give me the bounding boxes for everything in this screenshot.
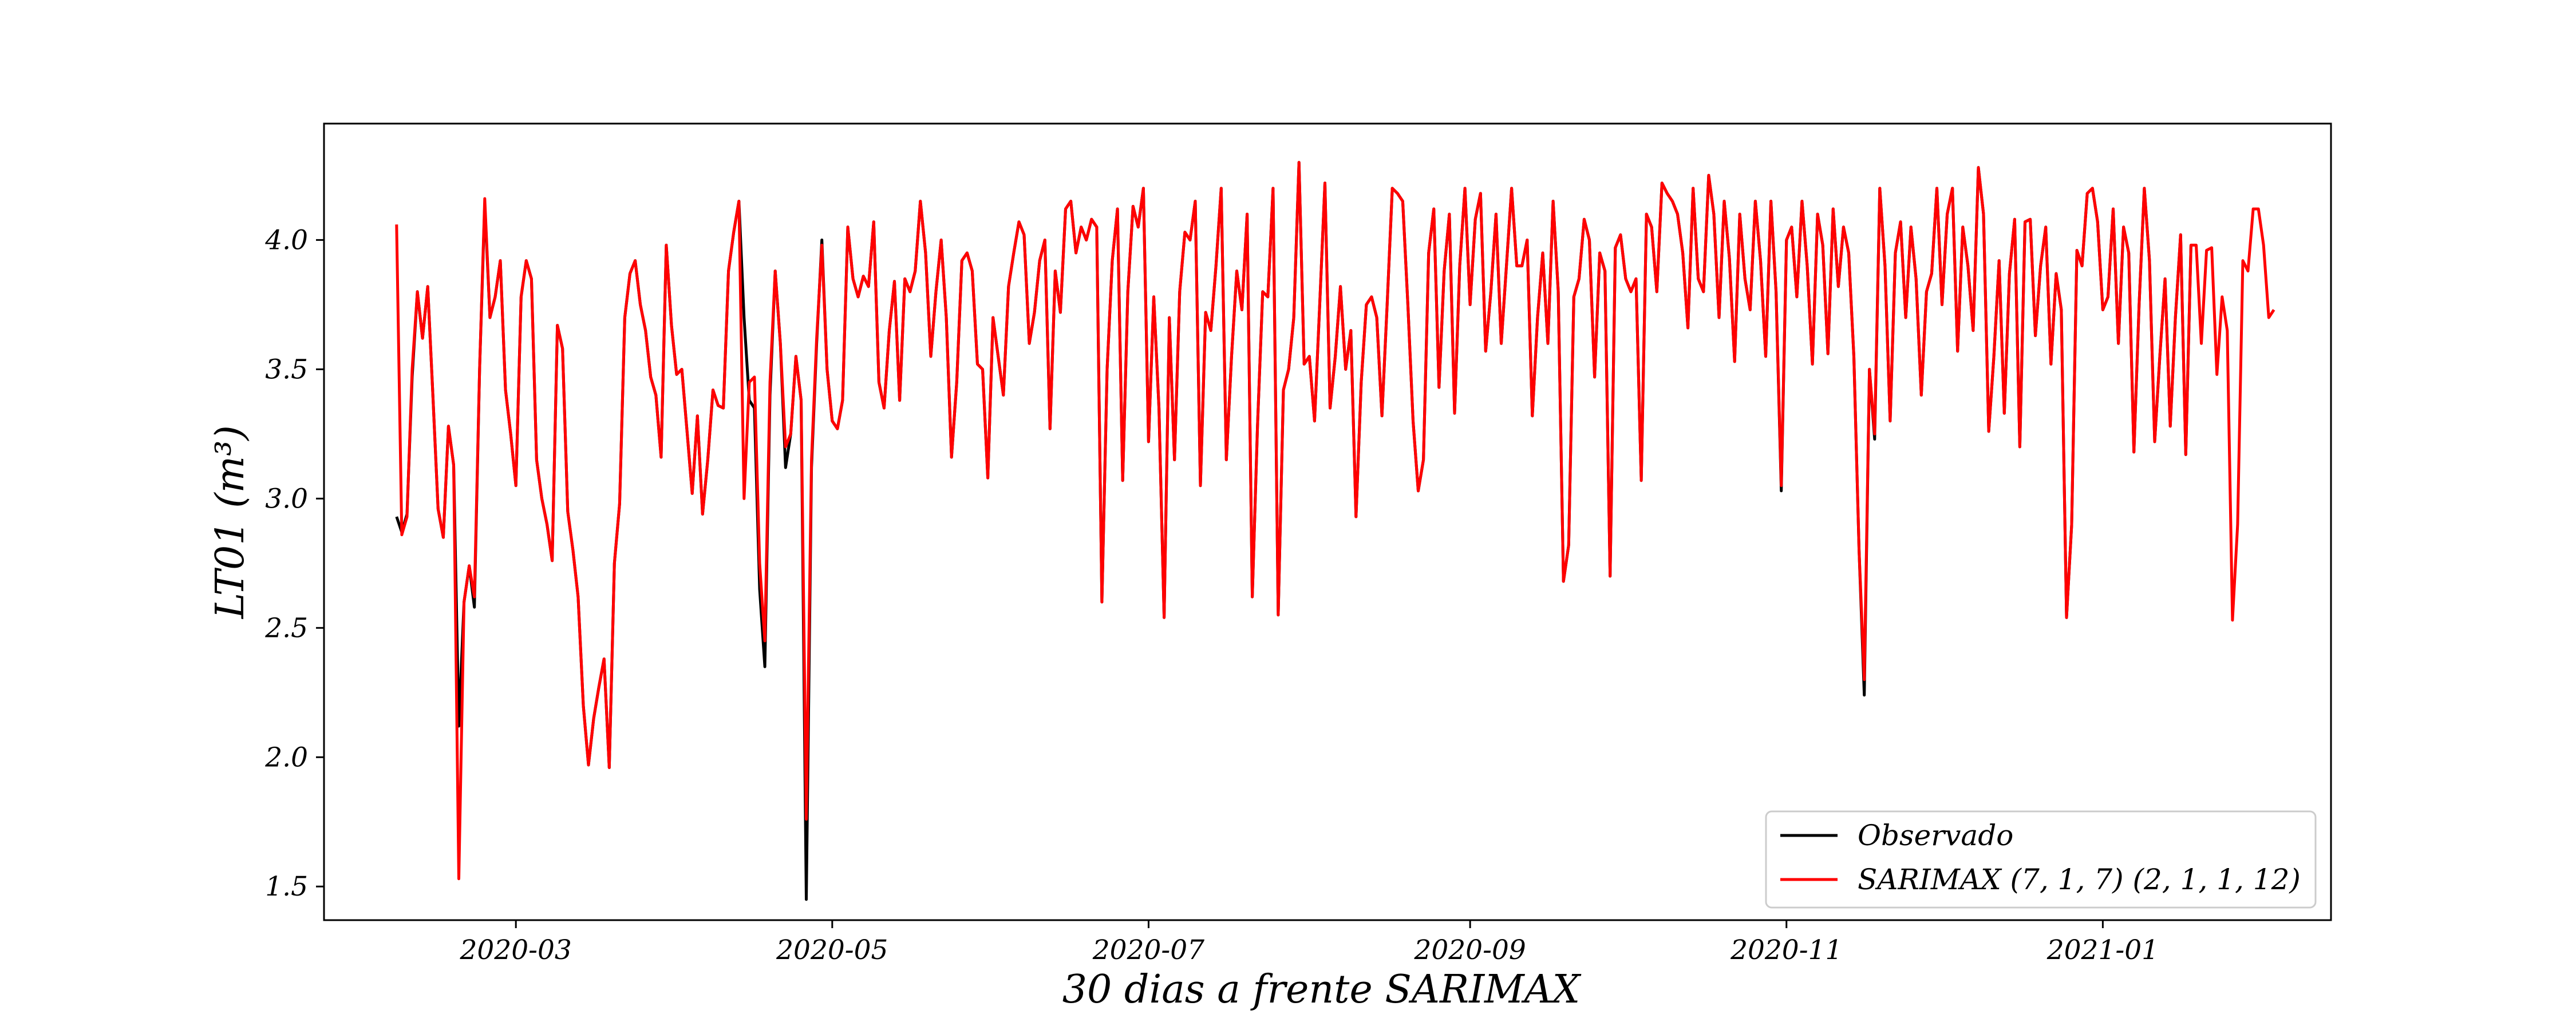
legend-label-sarimax: SARIMAX (7, 1, 7) (2, 1, 1, 12) [1858, 863, 2301, 896]
y-tick-label: 4.0 [264, 224, 308, 256]
y-tick-label: 3.5 [265, 354, 308, 385]
x-tick-label: 2020-07 [1092, 934, 1204, 966]
x-tick-label: 2020-11 [1730, 934, 1842, 966]
y-tick-label: 1.5 [265, 871, 308, 902]
x-axis: 2020-03 2020-05 2020-07 2020-09 2020-11 2021-… [460, 920, 2159, 966]
axes-frame [323, 122, 2332, 921]
x-axis-title: 30 dias a frente SARIMAX [1062, 967, 1582, 1012]
legend-label-observado: Observado [1858, 819, 2013, 852]
series-line-1 [395, 161, 2275, 881]
legend-box [1765, 810, 2317, 909]
y-axis: 1.5 2.0 2.5 3.0 3.5 4.0 [264, 224, 324, 902]
plot-area [395, 161, 2275, 901]
x-tick-label: 2020-05 [776, 934, 888, 966]
x-tick-label: 2020-03 [460, 934, 572, 966]
y-tick-label: 2.0 [264, 742, 308, 773]
y-axis-title: LT01 (m³) [208, 425, 253, 620]
y-tick-label: 2.5 [264, 612, 308, 644]
y-tick-label: 3.0 [265, 483, 308, 514]
x-tick-label: 2021-01 [2046, 934, 2159, 966]
x-tick-label: 2020-09 [1413, 934, 1526, 966]
legend: Observado SARIMAX (7, 1, 7) (2, 1, 1, 12… [1765, 810, 2317, 909]
